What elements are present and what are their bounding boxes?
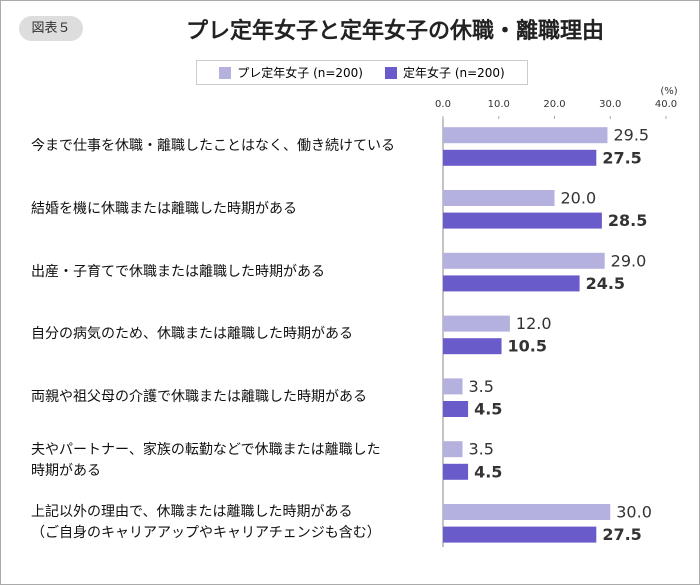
bar	[443, 504, 611, 520]
bar	[443, 338, 502, 355]
bar	[443, 275, 580, 292]
x-tick-label: 10.0	[488, 99, 510, 110]
legend-swatch	[219, 66, 232, 79]
bar	[443, 252, 605, 269]
value-label: 4.5	[474, 400, 502, 419]
value-label: 3.5	[469, 440, 494, 459]
value-label: 27.5	[602, 148, 641, 167]
category-label: 自分の病気のため、休職または離職した時期がある	[31, 326, 353, 343]
bar	[443, 526, 597, 543]
badge: 図表５	[19, 16, 83, 41]
value-label: 12.0	[516, 314, 552, 333]
legend-label: 定年女子 (n=200)	[403, 66, 505, 80]
x-tick-label: 0.0	[435, 99, 451, 110]
legend-item: プレ定年女子 (n=200)	[219, 64, 363, 81]
bar	[443, 127, 608, 144]
unit-label: (%)	[660, 86, 677, 97]
value-label: 4.5	[474, 462, 502, 481]
category-label: 夫やパートナー、家族の転勤などで休職または離職した 時期がある	[31, 441, 381, 479]
chart-title: プレ定年女子と定年女子の休職・離職理由	[185, 19, 604, 44]
category-label: 結婚を機に休職または離職した時期がある	[31, 200, 297, 217]
x-tick-label: 40.0	[655, 99, 677, 110]
category-label: 両親や祖父母の介護で休職または離職した時期がある	[31, 389, 367, 406]
category-label: 上記以外の理由で、休職または離職した時期がある （ご自身のキャリアアップやキャリ…	[31, 504, 381, 542]
x-tick-label: 30.0	[599, 99, 621, 110]
value-label: 27.5	[602, 525, 641, 544]
x-tick-label: 20.0	[543, 99, 565, 110]
value-label: 29.0	[611, 251, 647, 270]
legend: プレ定年女子 (n=200) 定年女子 (n=200)	[196, 60, 528, 85]
category-label: 出産・子育てで休職または離職した時期がある	[31, 263, 325, 280]
value-label: 29.5	[613, 126, 649, 145]
bar	[443, 190, 555, 206]
legend-swatch	[385, 66, 397, 79]
value-label: 3.5	[469, 377, 494, 396]
value-label: 20.0	[561, 189, 597, 208]
legend-label: プレ定年女子 (n=200)	[237, 66, 363, 80]
bar	[443, 212, 602, 229]
bar	[443, 378, 463, 395]
bar	[443, 463, 469, 480]
bar	[443, 441, 463, 458]
value-label: 28.5	[608, 211, 647, 230]
bar	[443, 315, 510, 332]
legend-item: 定年女子 (n=200)	[385, 64, 505, 81]
category-label: 今まで仕事を休職・離職したことはなく、働き続けている	[31, 138, 395, 154]
value-label: 24.5	[586, 274, 625, 293]
value-label: 30.0	[616, 503, 652, 522]
value-label: 10.5	[508, 337, 547, 356]
bar	[443, 401, 469, 417]
bar	[443, 149, 597, 166]
